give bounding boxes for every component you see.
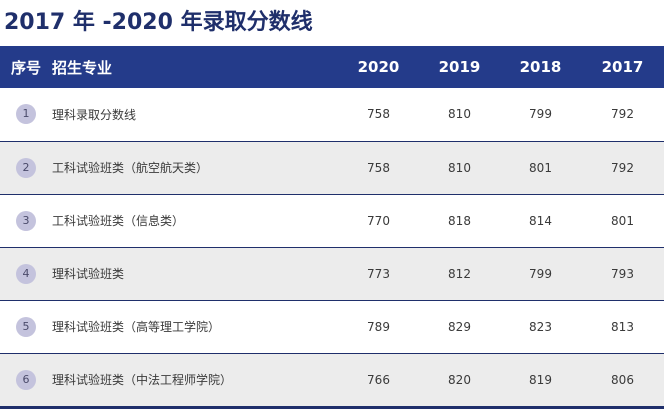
score-2020-cell: 758 xyxy=(367,160,390,175)
row-index-cell: 1 xyxy=(0,88,52,141)
score-2020-cell: 770 xyxy=(367,213,390,228)
row-index-cell: 3 xyxy=(0,194,52,247)
header-index: 序号 xyxy=(10,58,41,77)
table-bottom-rule xyxy=(0,406,664,409)
score-2019-cell: 820 xyxy=(448,372,471,387)
row-number-badge: 3 xyxy=(16,210,36,231)
row-index-cell: 4 xyxy=(0,247,52,300)
score-2018-cell: 819 xyxy=(529,372,552,387)
row-number-badge: 5 xyxy=(16,316,36,337)
score-2017-cell: 793 xyxy=(611,266,634,281)
score-2017-cell: 792 xyxy=(611,107,634,122)
header-2019: 2019 xyxy=(438,58,481,76)
row-number-badge: 6 xyxy=(16,369,36,390)
row-index-cell: 2 xyxy=(0,141,52,194)
score-2018-cell: 799 xyxy=(529,107,552,122)
table-row: 3 工科试验班类（信息类） 770 818 814 801 xyxy=(0,194,664,247)
major-cell: 理科试验班类 xyxy=(52,267,125,281)
header-2018: 2018 xyxy=(519,58,562,76)
score-table: 序号 招生专业 2020 2019 2018 2017 1 理科录取分数线 75… xyxy=(0,46,664,407)
score-2017-cell: 792 xyxy=(611,160,634,175)
header-2020: 2020 xyxy=(357,58,400,76)
score-2019-cell: 818 xyxy=(448,213,471,228)
row-index-cell: 6 xyxy=(0,353,52,406)
score-2019-cell: 812 xyxy=(448,266,471,281)
page-title: 2017 年 -2020 年录取分数线 xyxy=(4,10,313,35)
major-cell: 工科试验班类（航空航天类） xyxy=(52,161,209,175)
row-number-badge: 1 xyxy=(16,104,36,125)
score-2018-cell: 801 xyxy=(529,160,552,175)
score-2018-cell: 814 xyxy=(529,213,552,228)
score-2017-cell: 801 xyxy=(611,213,634,228)
score-2020-cell: 773 xyxy=(367,266,390,281)
table-row: 4 理科试验班类 773 812 799 793 xyxy=(0,247,664,300)
major-cell: 理科试验班类（中法工程师学院） xyxy=(52,373,233,387)
table-header-row: 序号 招生专业 2020 2019 2018 2017 xyxy=(0,46,664,88)
row-index-cell: 5 xyxy=(0,300,52,353)
score-2020-cell: 758 xyxy=(367,107,390,122)
score-2017-cell: 813 xyxy=(611,319,634,334)
table-row: 1 理科录取分数线 758 810 799 792 xyxy=(0,88,664,141)
score-2018-cell: 823 xyxy=(529,319,552,334)
score-2020-cell: 766 xyxy=(367,372,390,387)
score-2019-cell: 810 xyxy=(448,160,471,175)
header-2017: 2017 xyxy=(601,58,644,76)
score-2017-cell: 806 xyxy=(611,372,634,387)
header-major: 招生专业 xyxy=(52,58,113,77)
row-number-badge: 2 xyxy=(16,157,36,178)
score-2020-cell: 789 xyxy=(367,319,390,334)
score-2019-cell: 810 xyxy=(448,107,471,122)
row-number-badge: 4 xyxy=(16,263,36,284)
table-row: 5 理科试验班类（高等理工学院） 789 829 823 813 xyxy=(0,300,664,353)
score-2018-cell: 799 xyxy=(529,266,552,281)
major-cell: 理科录取分数线 xyxy=(52,107,137,122)
score-2019-cell: 829 xyxy=(448,319,471,334)
major-cell: 理科试验班类（高等理工学院） xyxy=(52,320,221,334)
table-row: 2 工科试验班类（航空航天类） 758 810 801 792 xyxy=(0,141,664,194)
table-row: 6 理科试验班类（中法工程师学院） 766 820 819 806 xyxy=(0,353,664,406)
major-cell: 工科试验班类（信息类） xyxy=(52,214,185,228)
